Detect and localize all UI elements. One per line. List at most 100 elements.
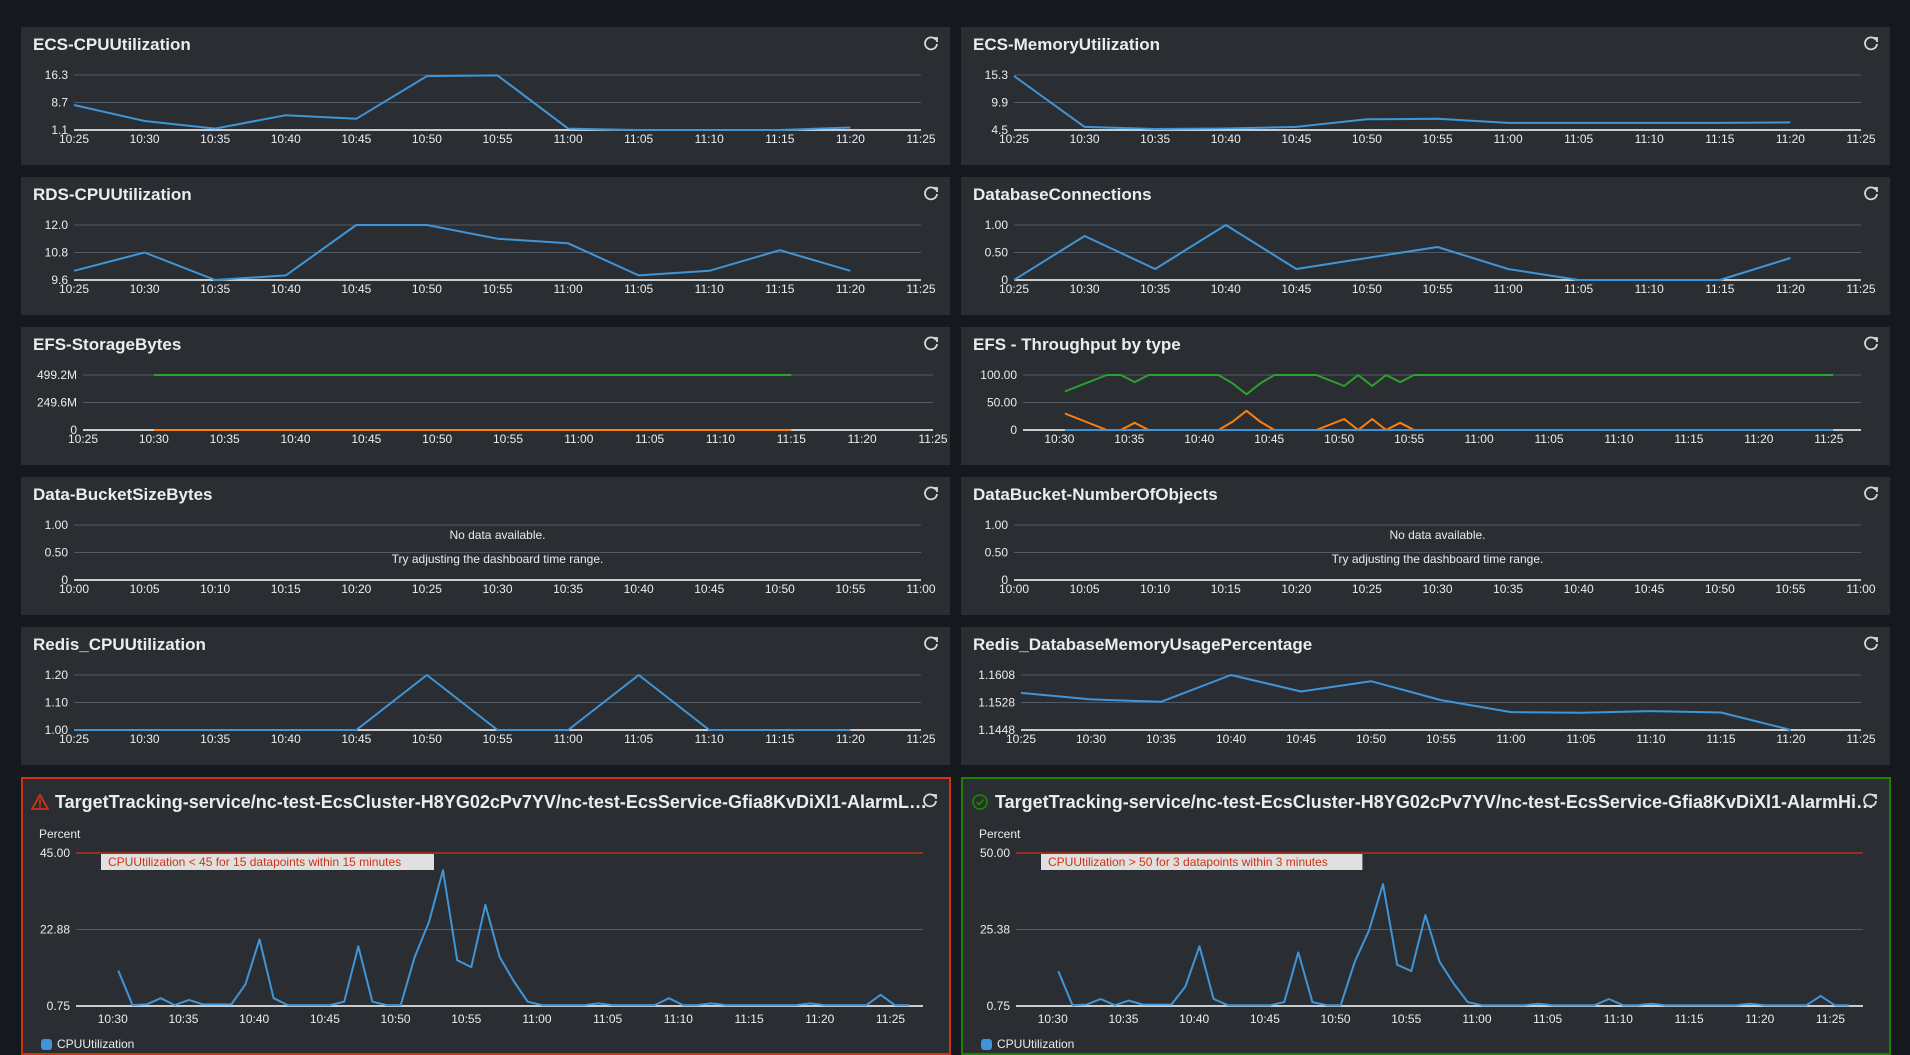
x-tick-label: 11:00 (1846, 582, 1875, 596)
refresh-icon[interactable] (1862, 35, 1880, 53)
y-tick-label: 10.8 (45, 246, 69, 260)
widget-data-bucket-objects[interactable]: DataBucket-NumberOfObjects 1.00 0.50 0 10:0… (961, 477, 1890, 615)
widget-alarm-high[interactable]: TargetTracking-service/nc-test-EcsCluste… (961, 777, 1891, 1055)
x-tick-label: 10:10 (200, 582, 230, 596)
x-tick-label: 10:35 (1108, 1012, 1138, 1026)
widget-title: EFS - Throughput by type (973, 335, 1181, 354)
x-tick-label: 10:30 (98, 1012, 128, 1026)
refresh-icon[interactable] (1862, 485, 1880, 503)
legend[interactable]: CPUUtilization (41, 1037, 134, 1051)
x-tick-label: 11:10 (706, 432, 735, 446)
series-line[interactable] (73, 74, 851, 131)
series-line[interactable] (1020, 674, 1792, 731)
x-tick-label: 11:10 (1604, 432, 1633, 446)
series-line[interactable] (73, 224, 851, 281)
y-tick-label: 0.50 (45, 546, 69, 560)
refresh-icon[interactable] (922, 485, 940, 503)
x-tick-label: 10:30 (1038, 1012, 1068, 1026)
x-tick-label: 10:30 (130, 732, 160, 746)
widget-rds-cpu[interactable]: RDS-CPUUtilization 12.0 10.8 9.6 10:25 10:30… (21, 177, 950, 315)
series-line[interactable] (1064, 409, 1834, 431)
x-tick-label: 11:15 (765, 732, 794, 746)
widget-redis-mem[interactable]: Redis_DatabaseMemoryUsagePercentage 1.16… (961, 627, 1890, 765)
x-tick-label: 10:30 (1422, 582, 1452, 596)
x-tick-label: 11:00 (1462, 1012, 1491, 1026)
x-tick-label: 10:35 (168, 1012, 198, 1026)
x-tick-label: 11:05 (624, 732, 653, 746)
x-tick-label: 11:05 (1564, 282, 1593, 296)
x-tick-label: 10:10 (1140, 582, 1170, 596)
x-tick-label: 10:50 (422, 432, 452, 446)
series-line[interactable] (1057, 883, 1849, 1007)
x-tick-label: 11:15 (777, 432, 806, 446)
y-tick-label: 4.5 (991, 123, 1008, 137)
x-tick-label: 10:50 (381, 1012, 411, 1026)
widget-efs-throughput[interactable]: EFS - Throughput by type 100.00 50.00 0 10:… (961, 327, 1890, 465)
x-tick-label: 10:40 (1211, 132, 1241, 146)
x-tick-label: 11:05 (635, 432, 664, 446)
x-tick-label: 10:30 (130, 132, 160, 146)
y-tick-label: 45.00 (40, 846, 70, 860)
x-tick-label: 11:25 (1846, 282, 1875, 296)
series-line[interactable] (1013, 224, 1791, 281)
refresh-icon[interactable] (1861, 792, 1879, 810)
x-tick-label: 10:45 (1634, 582, 1664, 596)
x-tick-label: 11:05 (1533, 1012, 1562, 1026)
legend[interactable]: CPUUtilization (981, 1037, 1074, 1051)
widget-redis-cpu[interactable]: Redis_CPUUtilization 1.20 1.10 1.00 10:25 10… (21, 627, 950, 765)
widget-db-connections[interactable]: DatabaseConnections 1.00 0.50 0 10:25 10:30 1… (961, 177, 1890, 315)
series-line[interactable] (1013, 75, 1791, 130)
x-tick-label: 11:25 (906, 732, 935, 746)
series-line[interactable] (74, 674, 851, 731)
threshold-label-bg (101, 854, 434, 870)
series-line[interactable] (1064, 374, 1834, 396)
widget-title: DataBucket-NumberOfObjects (973, 485, 1218, 504)
x-tick-label: 11:20 (1776, 282, 1805, 296)
widget-title: Data-BucketSizeBytes (33, 485, 213, 504)
refresh-icon[interactable] (922, 35, 940, 53)
widget-ecs-cpu[interactable]: ECS-CPUUtilization 16.3 8.7 1.1 10:25 10:30 1… (21, 27, 950, 165)
refresh-icon[interactable] (1862, 635, 1880, 653)
refresh-icon[interactable] (922, 335, 940, 353)
x-tick-label: 11:20 (805, 1012, 834, 1026)
x-tick-label: 10:00 (59, 582, 89, 596)
chart-plot: 499.2M 249.6M 010:25 10:30 10:35 10:40 10:45 10… (37, 368, 948, 446)
refresh-icon[interactable] (922, 185, 940, 203)
widget-data-bucket-size[interactable]: Data-BucketSizeBytes 1.00 0.50 0 10:00 10:05… (21, 477, 950, 615)
x-tick-label: 11:05 (593, 1012, 622, 1026)
widget-title: ECS-MemoryUtilization (973, 35, 1161, 54)
y-tick-label: 1.00 (45, 518, 69, 532)
x-tick-label: 10:55 (451, 1012, 481, 1026)
x-tick-label: 10:35 (1140, 132, 1170, 146)
x-tick-label: 10:35 (200, 732, 230, 746)
x-tick-label: 10:35 (1146, 732, 1176, 746)
x-tick-label: 11:00 (1494, 132, 1523, 146)
y-tick-label: 1.1528 (978, 696, 1015, 710)
x-tick-label: 10:35 (553, 582, 583, 596)
widget-efs-storage[interactable]: EFS-StorageBytes 499.2M 249.6M 0 10:25 10:30… (21, 327, 950, 465)
widget-title: DatabaseConnections (973, 185, 1152, 204)
y-tick-label: 1.1608 (978, 668, 1015, 682)
x-tick-label: 11:10 (695, 282, 724, 296)
x-tick-label: 10:40 (280, 432, 310, 446)
x-tick-label: 10:25 (999, 282, 1029, 296)
refresh-icon[interactable] (1862, 185, 1880, 203)
widget-alarm-low[interactable]: TargetTracking-service/nc-test-EcsCluste… (21, 777, 951, 1055)
refresh-icon[interactable] (921, 792, 939, 810)
x-tick-label: 10:25 (1352, 582, 1382, 596)
x-tick-label: 11:10 (1636, 732, 1665, 746)
widget-title: Redis_CPUUtilization (33, 635, 206, 654)
y-tick-label: 0 (1010, 423, 1017, 437)
y-tick-label: 25.38 (980, 923, 1010, 937)
x-tick-label: 11:00 (1465, 432, 1494, 446)
x-tick-label: 11:00 (1494, 282, 1523, 296)
x-tick-label: 11:20 (1745, 1012, 1774, 1026)
widget-ecs-mem[interactable]: ECS-MemoryUtilization 15.3 9.9 4.5 10:25 10:… (961, 27, 1890, 165)
legend-swatch (981, 1038, 992, 1050)
x-tick-label: 11:05 (624, 282, 653, 296)
series-line[interactable] (117, 869, 909, 1007)
refresh-icon[interactable] (1862, 335, 1880, 353)
refresh-icon[interactable] (922, 635, 940, 653)
legend-swatch (41, 1038, 52, 1050)
